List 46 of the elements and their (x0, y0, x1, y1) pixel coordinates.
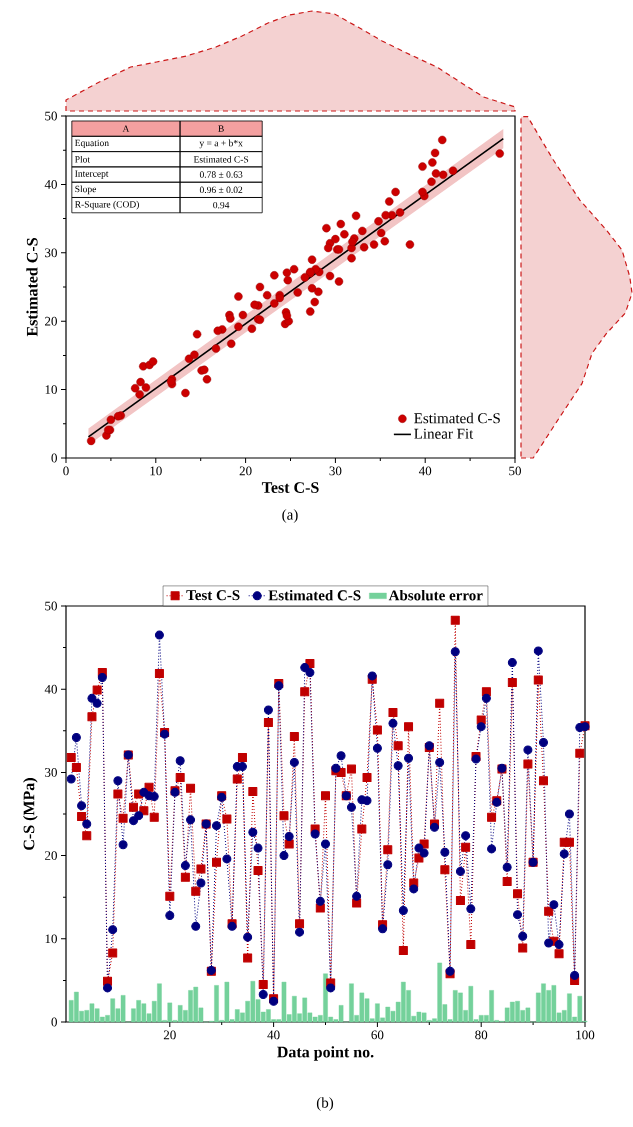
annotation: R-Square (COD) (75, 200, 139, 210)
text: (b) (316, 1097, 334, 1111)
legend-label: Estimated C-S (414, 412, 500, 424)
annotation: 0.94 (213, 201, 230, 209)
x-tick-label: 80 (475, 1030, 488, 1040)
y-tick-label: 40 (44, 684, 57, 694)
annotation: A (122, 125, 130, 132)
y-tick-label: 10 (45, 934, 57, 944)
legend-label: Estimated C-S (268, 589, 361, 601)
x-tick-label: 100 (576, 1030, 595, 1040)
text: (a) (282, 509, 298, 523)
x-tick-label: 40 (418, 466, 432, 476)
annotation: B (218, 125, 224, 132)
y-tick-label: 20 (45, 851, 57, 860)
legend-label: Test C-S (186, 590, 240, 601)
y-tick-label: 40 (44, 180, 57, 189)
y-axis-title: Estimated C-S (26, 238, 38, 337)
annotation: Slope (75, 185, 97, 195)
x-tick-label: 20 (239, 466, 252, 476)
x-tick-label: 0 (63, 466, 69, 476)
y-tick-label: 50 (45, 111, 57, 121)
annotation: Intercept (75, 170, 109, 179)
y-tick-label: 20 (45, 316, 57, 326)
y-tick-label: 0 (51, 453, 57, 463)
x-tick-label: 50 (509, 466, 522, 476)
annotation: Estimated C-S (193, 155, 249, 163)
x-axis-title: Data point no. (277, 1046, 374, 1061)
annotation: Equation (75, 139, 109, 149)
y-tick-label: 0 (51, 1017, 57, 1027)
y-tick-label: 30 (45, 768, 57, 777)
x-tick-label: 20 (163, 1030, 176, 1040)
legend-label: Absolute error (388, 589, 483, 601)
y-axis-title: C-S (MPa) (23, 778, 38, 850)
x-tick-label: 30 (329, 466, 342, 476)
annotation: y = a + b*x (199, 139, 243, 149)
x-tick-label: 40 (267, 1030, 280, 1040)
x-tick-label: 10 (150, 466, 162, 476)
y-tick-label: 50 (45, 601, 57, 611)
annotation: 0.96 ± 0.02 (199, 186, 243, 194)
y-tick-label: 30 (45, 248, 57, 258)
x-tick-label: 60 (371, 1030, 384, 1040)
annotation: 0.78 ± 0.63 (199, 171, 243, 178)
y-tick-label: 10 (45, 385, 57, 394)
annotation: Plot (75, 155, 90, 163)
legend-label: Linear Fit (414, 428, 474, 439)
x-axis-title: Test C-S (261, 482, 319, 493)
